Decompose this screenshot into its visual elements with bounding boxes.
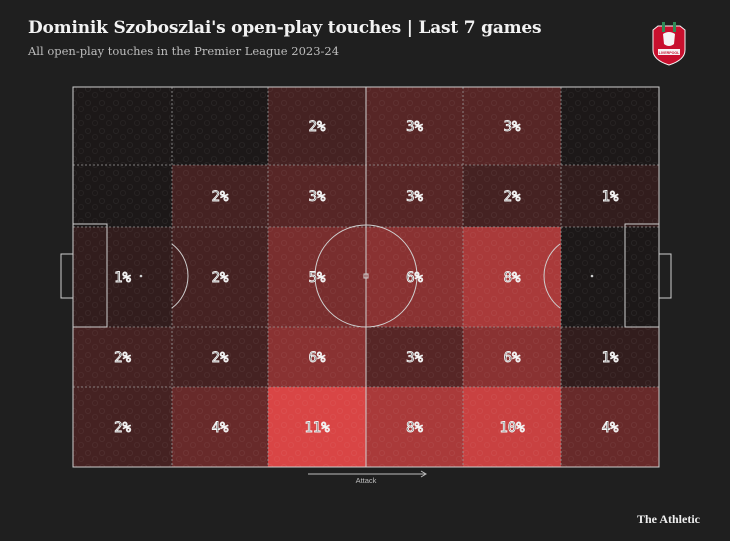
heatmap-cell-label: 10%	[499, 420, 525, 436]
heatmap-cell-label: 3%	[406, 119, 423, 135]
heatmap-cell-label: 3%	[309, 189, 326, 205]
right-goal	[658, 253, 672, 299]
heatmap-cell-label: 8%	[406, 420, 423, 436]
center-spot	[363, 273, 369, 279]
heatmap-cell-label: 3%	[406, 189, 423, 205]
left-penalty-spot	[139, 274, 143, 278]
chart-subtitle: All open-play touches in the Premier Lea…	[28, 44, 340, 58]
heatmap-cell-label: 2%	[212, 270, 229, 286]
attack-direction-label: Attack	[356, 476, 377, 485]
heatmap-cell-label: 2%	[309, 119, 326, 135]
heatmap-cell-label: 2%	[212, 189, 229, 205]
heatmap-cell-label: 8%	[504, 270, 521, 286]
liverpool-crest-icon: LIVERPOOL	[652, 22, 686, 66]
heatmap-cell-label: 2%	[504, 189, 521, 205]
heatmap-cell-label: 2%	[114, 420, 131, 436]
heatmap-cell-label: 6%	[406, 270, 423, 286]
heatmap-cell-label: 5%	[309, 270, 326, 286]
the-athletic-logo: The Athletic	[637, 512, 700, 526]
heatmap-cell-label: 1%	[602, 350, 619, 366]
heatmap-cell-label: 4%	[212, 420, 229, 436]
heatmap-cell-label: 6%	[309, 350, 326, 366]
heatmap-cell-label: 1%	[602, 189, 619, 205]
heatmap-cell-label: 11%	[304, 420, 330, 436]
right-penalty-arc	[543, 243, 561, 309]
heatmap-cell-label: 1%	[114, 270, 131, 286]
attack-arrow-head-icon	[420, 470, 427, 478]
crest-text: LIVERPOOL	[659, 51, 681, 55]
chart-title: Dominik Szoboszlai's open-play touches |…	[28, 18, 542, 38]
heatmap-cell-label: 2%	[212, 350, 229, 366]
heatmap-cell-label: 3%	[406, 350, 423, 366]
left-penalty-arc	[171, 243, 189, 309]
heatmap-cell-label: 6%	[504, 350, 521, 366]
heatmap-cell-label: 2%	[114, 350, 131, 366]
heatmap-cell-label: 4%	[602, 420, 619, 436]
heatmap-cell-label: 3%	[504, 119, 521, 135]
right-penalty-spot	[590, 274, 594, 278]
center-circle	[314, 224, 418, 328]
left-goal	[60, 253, 74, 299]
